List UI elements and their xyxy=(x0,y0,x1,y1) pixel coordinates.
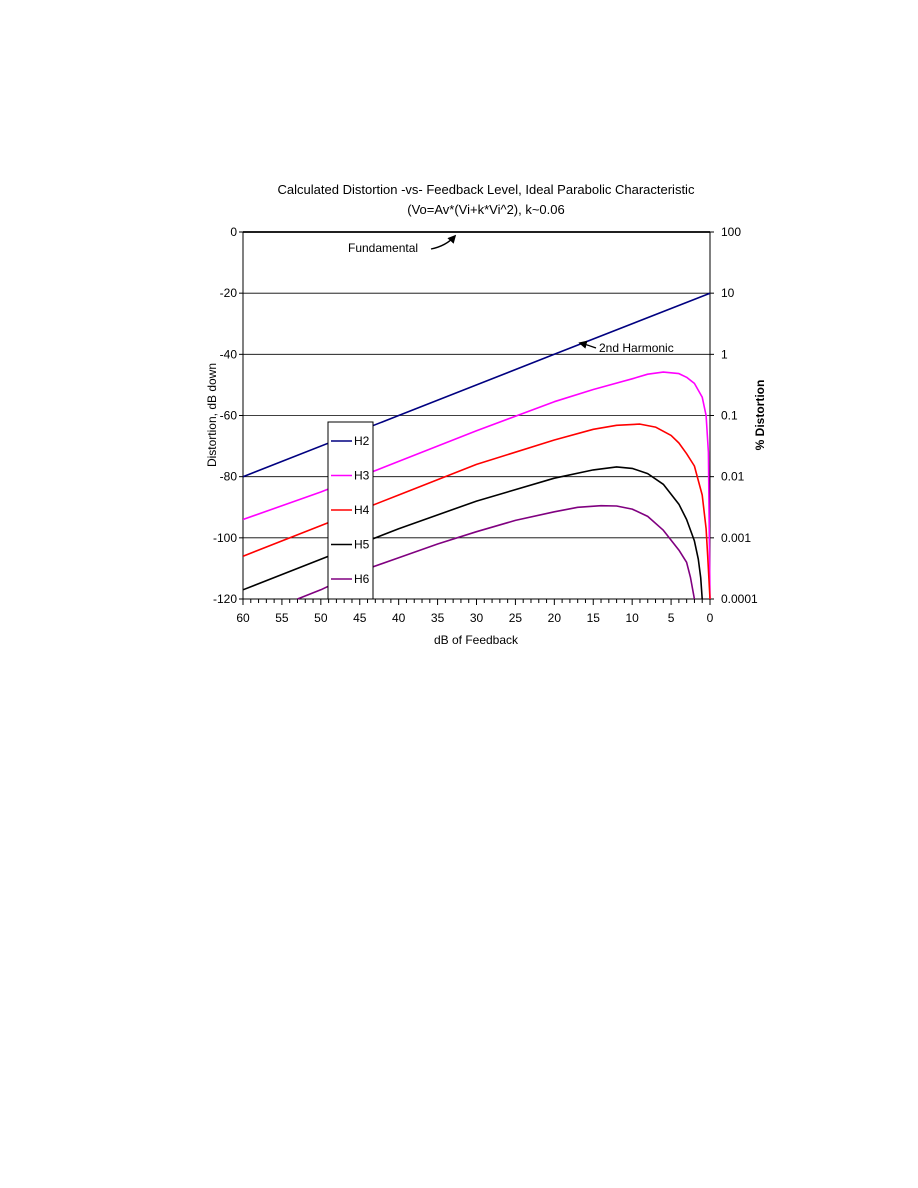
legend-label: H2 xyxy=(354,434,370,448)
x-tick-label: 30 xyxy=(470,611,484,625)
x-tick-label: 60 xyxy=(236,611,250,625)
series-line-h3 xyxy=(243,371,711,600)
y-tick-label: -20 xyxy=(220,286,238,300)
y2-tick-label: 0.0001 xyxy=(721,592,758,606)
y2-tick-label: 0.01 xyxy=(721,470,745,484)
gridlines xyxy=(243,231,710,600)
y2-tick-label: 1 xyxy=(721,347,728,361)
annotation-fundamental: Fundamental xyxy=(348,241,418,255)
y2-axis-title: % Distortion xyxy=(753,380,767,451)
annotations: Fundamental 2nd Harmonic xyxy=(348,234,674,355)
y-tick-label: -80 xyxy=(220,470,238,484)
x-tick-label: 45 xyxy=(353,611,367,625)
series-line-h6 xyxy=(297,504,696,600)
series-line-h2 xyxy=(243,292,711,478)
annotation-arrow xyxy=(578,340,597,349)
y2-tick-label: 100 xyxy=(721,225,741,239)
x-tick-label: 15 xyxy=(587,611,601,625)
annotation-2nd-harmonic: 2nd Harmonic xyxy=(599,341,674,355)
y2-tick-label: 0.1 xyxy=(721,409,738,423)
x-tick-label: 20 xyxy=(548,611,562,625)
legend-label: H6 xyxy=(354,572,370,586)
legend-label: H3 xyxy=(354,469,370,483)
series-line-h5 xyxy=(243,466,703,600)
y-tick-label: -60 xyxy=(220,409,238,423)
chart-title: Calculated Distortion -vs- Feedback Leve… xyxy=(278,182,695,197)
x-axis-title: dB of Feedback xyxy=(434,633,519,647)
legend-label: H4 xyxy=(354,503,370,517)
x-tick-label: 0 xyxy=(707,611,714,625)
x-tick-label: 5 xyxy=(668,611,675,625)
series-line-h4 xyxy=(243,423,711,600)
x-tick-label: 25 xyxy=(509,611,523,625)
x-tick-label: 40 xyxy=(392,611,406,625)
legend: H2 H3 H4 H5 H6 xyxy=(327,421,374,600)
y-tick-label: -120 xyxy=(213,592,237,606)
legend-label: H5 xyxy=(354,538,370,552)
x-tick-label: 35 xyxy=(431,611,445,625)
axes: 0 100-20 10-40 1-60 0.1-80 0.01-100 0.001-120 0… xyxy=(213,225,758,625)
y-tick-label: 0 xyxy=(230,225,237,239)
x-tick-label: 50 xyxy=(314,611,328,625)
y2-tick-label: 10 xyxy=(721,286,735,300)
x-tick-label: 10 xyxy=(625,611,639,625)
y-tick-label: -40 xyxy=(220,347,238,361)
chart-subtitle: (Vo=Av*(Vi+k*Vi^2), k~0.06 xyxy=(407,202,565,217)
y-tick-label: -100 xyxy=(213,531,237,545)
annotation-arrow xyxy=(430,234,457,250)
y2-tick-label: 0.001 xyxy=(721,531,751,545)
series-layer xyxy=(243,231,711,600)
y-axis-title: Distortion, dB down xyxy=(205,363,219,467)
x-tick-label: 55 xyxy=(275,611,289,625)
